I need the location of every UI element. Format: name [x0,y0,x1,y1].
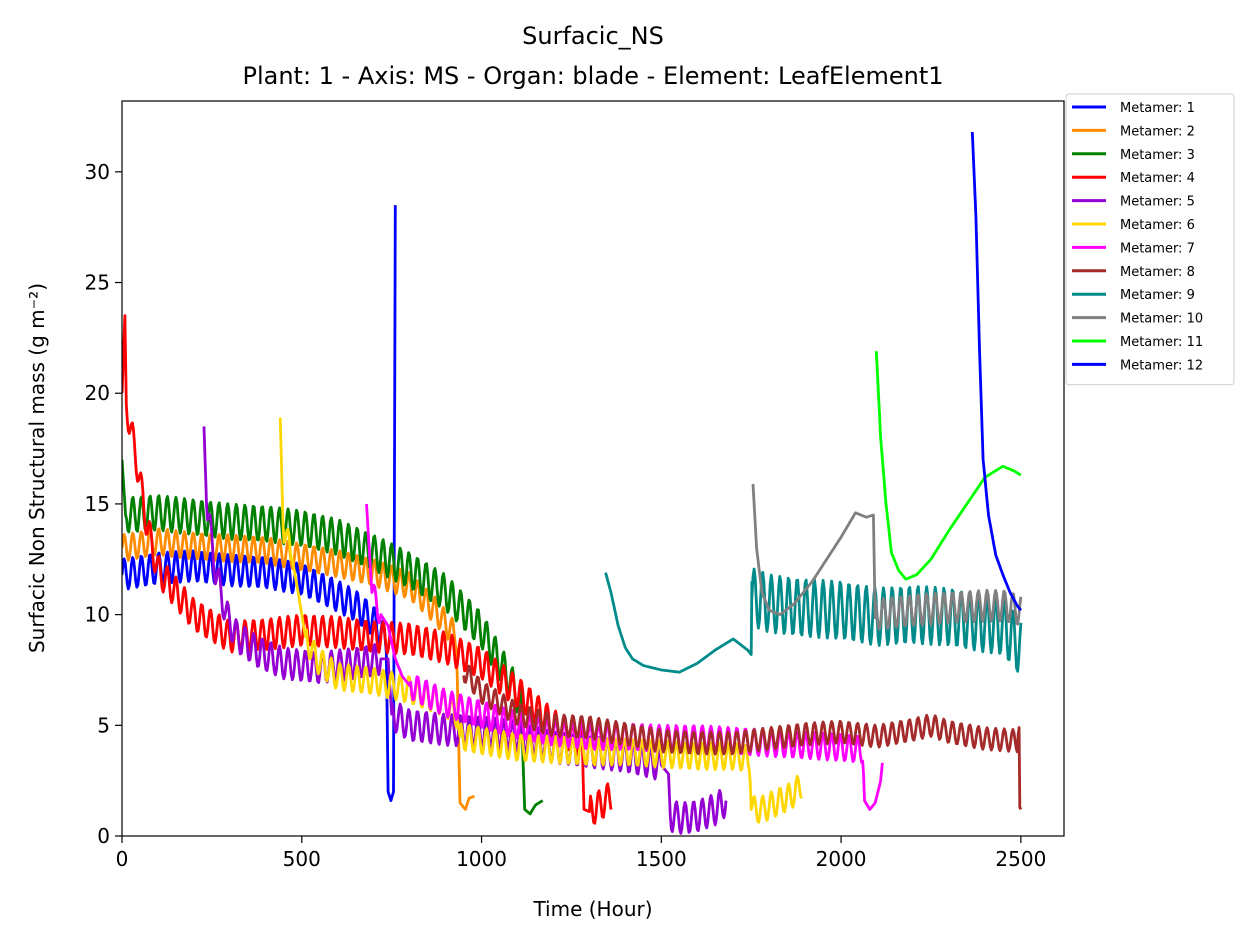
series-line-3 [122,459,544,816]
y-tick-label: 0 [97,824,110,848]
y-tick-label: 5 [97,713,110,737]
legend-frame [1065,93,1235,386]
series-line-4 [122,314,613,825]
x-axis: 0 500 1000 1500 2000 2500 [116,836,1046,871]
legend-label: Metamer: 7 [1120,241,1195,256]
chart-title: Surfacic_NS [522,22,664,50]
y-tick-label: 10 [85,603,110,627]
series-group [122,131,1023,835]
x-tick-label: 2000 [816,847,867,871]
legend-label: Metamer: 5 [1120,195,1195,210]
legend-label: Metamer: 12 [1120,358,1203,373]
legend-label: Metamer: 8 [1120,265,1195,280]
x-tick-label: 1000 [456,847,507,871]
y-axis: 0 5 10 15 20 25 30 [85,160,122,848]
series-line-1 [122,205,397,802]
plot-area [121,100,1065,837]
legend-label: Metamer: 1 [1120,101,1195,116]
x-tick-label: 0 [116,847,129,871]
x-tick-label: 1500 [636,847,687,871]
series-line-13 [874,351,1022,581]
series-line-10 [750,567,1023,673]
legend-label: Metamer: 2 [1120,124,1195,139]
plot-frame [121,100,1065,837]
series-line-8 [462,664,1023,811]
legend: Metamer: 1 Metamer: 2 Metamer: 3 Metamer: 4… [1065,93,1235,386]
y-tick-label: 20 [85,381,110,405]
y-axis-label: Surfacic Non Structural mass (g m⁻²) [25,283,49,653]
x-tick-label: 500 [283,847,321,871]
legend-label: Metamer: 4 [1120,171,1195,186]
series-line-6 [278,417,803,824]
y-tick-label: 15 [85,492,110,516]
legend-label: Metamer: 3 [1120,148,1195,163]
series-line-7 [365,503,884,811]
series-line-2 [122,527,475,811]
legend-label: Metamer: 6 [1120,218,1195,233]
series-line-14 [970,131,1022,612]
series-line-12 [873,588,1023,631]
y-tick-label: 25 [85,271,110,295]
legend-label: Metamer: 9 [1120,288,1195,303]
series-line-11 [751,483,877,620]
series-line-9 [604,572,754,674]
x-tick-label: 2500 [995,847,1046,871]
legend-label: Metamer: 11 [1120,335,1203,350]
x-axis-label: Time (Hour) [532,897,652,921]
legend-label: Metamer: 10 [1120,312,1203,327]
chart-subtitle: Plant: 1 - Axis: MS - Organ: blade - Ele… [242,62,943,90]
y-tick-label: 30 [85,160,110,184]
